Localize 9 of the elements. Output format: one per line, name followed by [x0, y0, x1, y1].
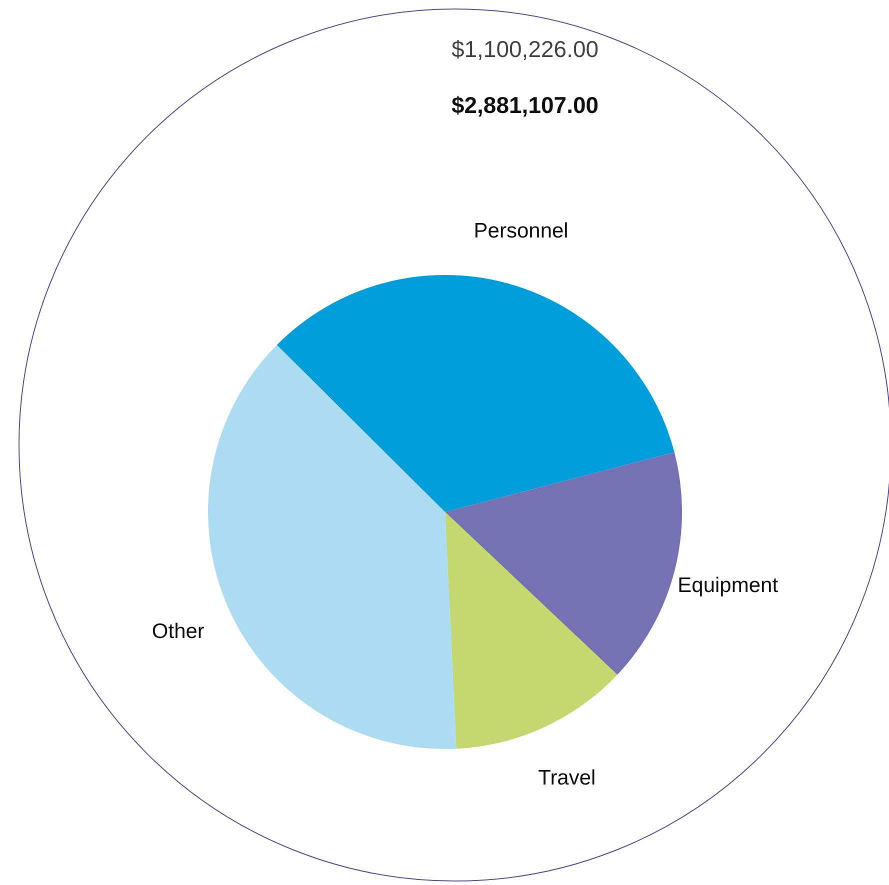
slice-label: Other	[152, 620, 204, 643]
pie-slice	[445, 512, 618, 749]
slice-label: Personnel	[474, 219, 568, 242]
slice-label: Travel	[538, 766, 596, 790]
pie-slice	[208, 345, 456, 749]
pie-slice	[276, 275, 674, 512]
text: $2,881,107.00	[451, 92, 599, 118]
text: $1,100,226.00	[451, 36, 599, 62]
slice-label: Equipment	[678, 574, 778, 597]
